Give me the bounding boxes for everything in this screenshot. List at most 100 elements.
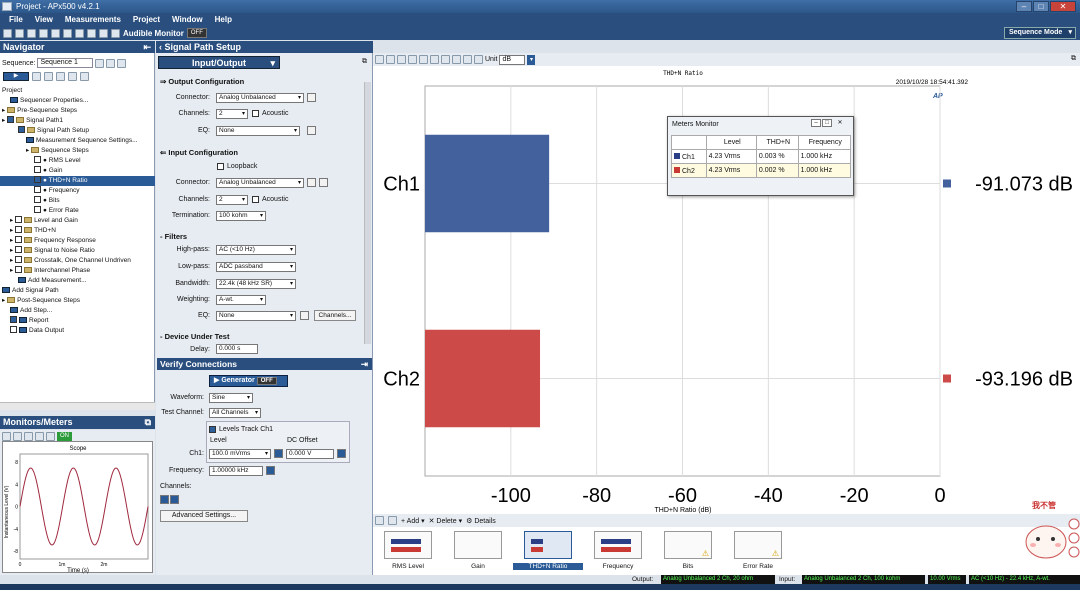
- meters-maximize-button[interactable]: □: [822, 119, 832, 127]
- settings-icon[interactable]: [39, 28, 48, 38]
- tree-item[interactable]: Measurement Sequence Settings...: [0, 136, 155, 146]
- meters-monitor-window[interactable]: Meters Monitor – □ ✕ Level THD+N Frequency…: [667, 116, 854, 196]
- expand-arrow-icon[interactable]: ▸: [2, 297, 8, 304]
- out-eq-settings-icon[interactable]: [307, 126, 316, 135]
- loopback-checkbox[interactable]: [217, 163, 224, 170]
- delay-input[interactable]: 0.000 s: [216, 344, 258, 354]
- expand-arrow-icon[interactable]: ▸: [10, 247, 16, 254]
- tree-checkbox[interactable]: [10, 316, 17, 323]
- copy-icon[interactable]: [375, 55, 384, 64]
- tree-item[interactable]: ● Bits: [0, 196, 155, 206]
- in-eq-settings-icon[interactable]: [300, 311, 309, 320]
- ch1-level-stepper[interactable]: [274, 449, 283, 458]
- tree-checkbox[interactable]: [15, 246, 23, 253]
- in-connector-select[interactable]: Analog Unbalanced: [216, 178, 304, 188]
- zoom-icon[interactable]: [408, 55, 417, 64]
- expand-arrow-icon[interactable]: ▸: [26, 147, 32, 154]
- graph-settings-icon[interactable]: [474, 55, 483, 64]
- frequency-stepper[interactable]: [266, 466, 275, 475]
- properties-icon[interactable]: [80, 72, 89, 81]
- scope-icon[interactable]: [2, 432, 11, 441]
- sequence-select[interactable]: Sequence 1: [37, 58, 94, 68]
- menu-item-help[interactable]: Help: [214, 15, 232, 24]
- test-channel-select[interactable]: All Channels: [209, 408, 261, 418]
- measurement-thumbnail[interactable]: [384, 531, 432, 559]
- tree-item[interactable]: ● Error Rate: [0, 206, 155, 216]
- tree-item[interactable]: ● THD+N Ratio: [0, 176, 155, 186]
- termination-select[interactable]: 100 kohm: [216, 211, 266, 221]
- run-sequence-button[interactable]: ▶: [3, 72, 29, 81]
- minimize-button[interactable]: –: [1016, 1, 1032, 12]
- open-project-icon[interactable]: [15, 28, 24, 38]
- tree-item[interactable]: Report: [0, 316, 155, 326]
- delete-icon[interactable]: [68, 72, 77, 81]
- tree-item[interactable]: ▸ Interchannel Phase: [0, 266, 155, 276]
- table-icon[interactable]: [441, 55, 450, 64]
- out-acoustic-checkbox[interactable]: [252, 110, 259, 117]
- close-button[interactable]: ✕: [1050, 1, 1076, 12]
- tree-checkbox[interactable]: [34, 166, 41, 173]
- ch1-dc-input[interactable]: 0.000 V: [286, 449, 334, 459]
- ch1-level-input[interactable]: 100.0 mVrms: [209, 449, 271, 459]
- tree-item[interactable]: ● Frequency: [0, 186, 155, 196]
- legend-icon[interactable]: [452, 55, 461, 64]
- zoom-fit-icon[interactable]: [419, 55, 428, 64]
- level-icon[interactable]: [35, 432, 44, 441]
- sequence-settings-icon[interactable]: [95, 58, 105, 68]
- export-icon[interactable]: [99, 28, 108, 38]
- tree-item[interactable]: ● RMS Level: [0, 156, 155, 166]
- measurement-thumbnail[interactable]: [594, 531, 642, 559]
- tree-checkbox[interactable]: [15, 266, 23, 273]
- tree-checkbox[interactable]: [10, 326, 17, 333]
- undock-icon[interactable]: ⧉: [362, 58, 367, 65]
- sequence-add-icon[interactable]: [106, 58, 116, 68]
- tree-checkbox[interactable]: [15, 216, 23, 223]
- expand-arrow-icon[interactable]: ▸: [10, 257, 16, 264]
- highpass-select[interactable]: AC (<10 Hz): [216, 245, 296, 255]
- meters-minimize-button[interactable]: –: [811, 119, 821, 127]
- tree-checkbox[interactable]: [18, 126, 25, 133]
- lowpass-select[interactable]: ADC passband: [216, 262, 296, 272]
- undock-icon[interactable]: ⧉: [144, 417, 151, 427]
- sequence-menu-icon[interactable]: [117, 58, 127, 68]
- print-icon[interactable]: [397, 55, 406, 64]
- tree-item[interactable]: ▸ Level and Gain: [0, 216, 155, 226]
- measurement-thumbnail[interactable]: [454, 531, 502, 559]
- tree-checkbox[interactable]: [34, 156, 41, 163]
- menu-item-measurements[interactable]: Measurements: [64, 15, 121, 24]
- step-icon[interactable]: [32, 72, 41, 81]
- channel-2-toggle[interactable]: [170, 495, 179, 504]
- out-connector-select[interactable]: Analog Unbalanced: [216, 93, 304, 103]
- delete-button[interactable]: ✕ Delete ▾: [428, 517, 463, 525]
- in-connector-grid-icon[interactable]: [319, 178, 328, 187]
- expand-arrow-icon[interactable]: ▸: [10, 237, 16, 244]
- navigator-scrollbar[interactable]: [0, 402, 155, 410]
- out-channels-stepper[interactable]: 2: [216, 109, 248, 119]
- expand-arrow-icon[interactable]: ▸: [10, 217, 16, 224]
- save-project-icon[interactable]: [27, 28, 36, 38]
- measurement-thumbnail[interactable]: [524, 531, 572, 559]
- undock-icon[interactable]: ⧉: [1071, 55, 1076, 62]
- audible-monitor-toggle[interactable]: OFF: [186, 28, 207, 38]
- grid-toggle-icon[interactable]: [430, 55, 439, 64]
- tree-item[interactable]: ▸ Post-Sequence Steps: [0, 296, 155, 306]
- menu-item-project[interactable]: Project: [132, 15, 161, 24]
- tree-item[interactable]: ▸ Crosstalk, One Channel Undriven: [0, 256, 155, 266]
- save-graph-icon[interactable]: [386, 55, 395, 64]
- tree-checkbox[interactable]: [15, 236, 23, 243]
- out-eq-select[interactable]: None: [216, 126, 300, 136]
- expand-arrow-icon[interactable]: ▸: [10, 267, 16, 274]
- bandwidth-select[interactable]: 22.4k (48 kHz SR): [216, 279, 296, 289]
- measurement-thumbnail[interactable]: ⚠: [734, 531, 782, 559]
- in-connector-settings-icon[interactable]: [307, 178, 316, 187]
- tree-item[interactable]: Add Signal Path: [0, 286, 155, 296]
- waveform-icon[interactable]: [51, 28, 60, 38]
- frequency-input[interactable]: 1.00000 kHz: [209, 466, 263, 476]
- weighting-select[interactable]: A-wt.: [216, 295, 266, 305]
- tree-checkbox[interactable]: [15, 226, 23, 233]
- expand-arrow-icon[interactable]: ▸: [2, 117, 8, 124]
- meter-icon[interactable]: [63, 28, 72, 38]
- measurement-thumbnail[interactable]: ⚠: [664, 531, 712, 559]
- levels-track-checkbox[interactable]: [209, 426, 216, 433]
- waveform-select[interactable]: Sine: [209, 393, 253, 403]
